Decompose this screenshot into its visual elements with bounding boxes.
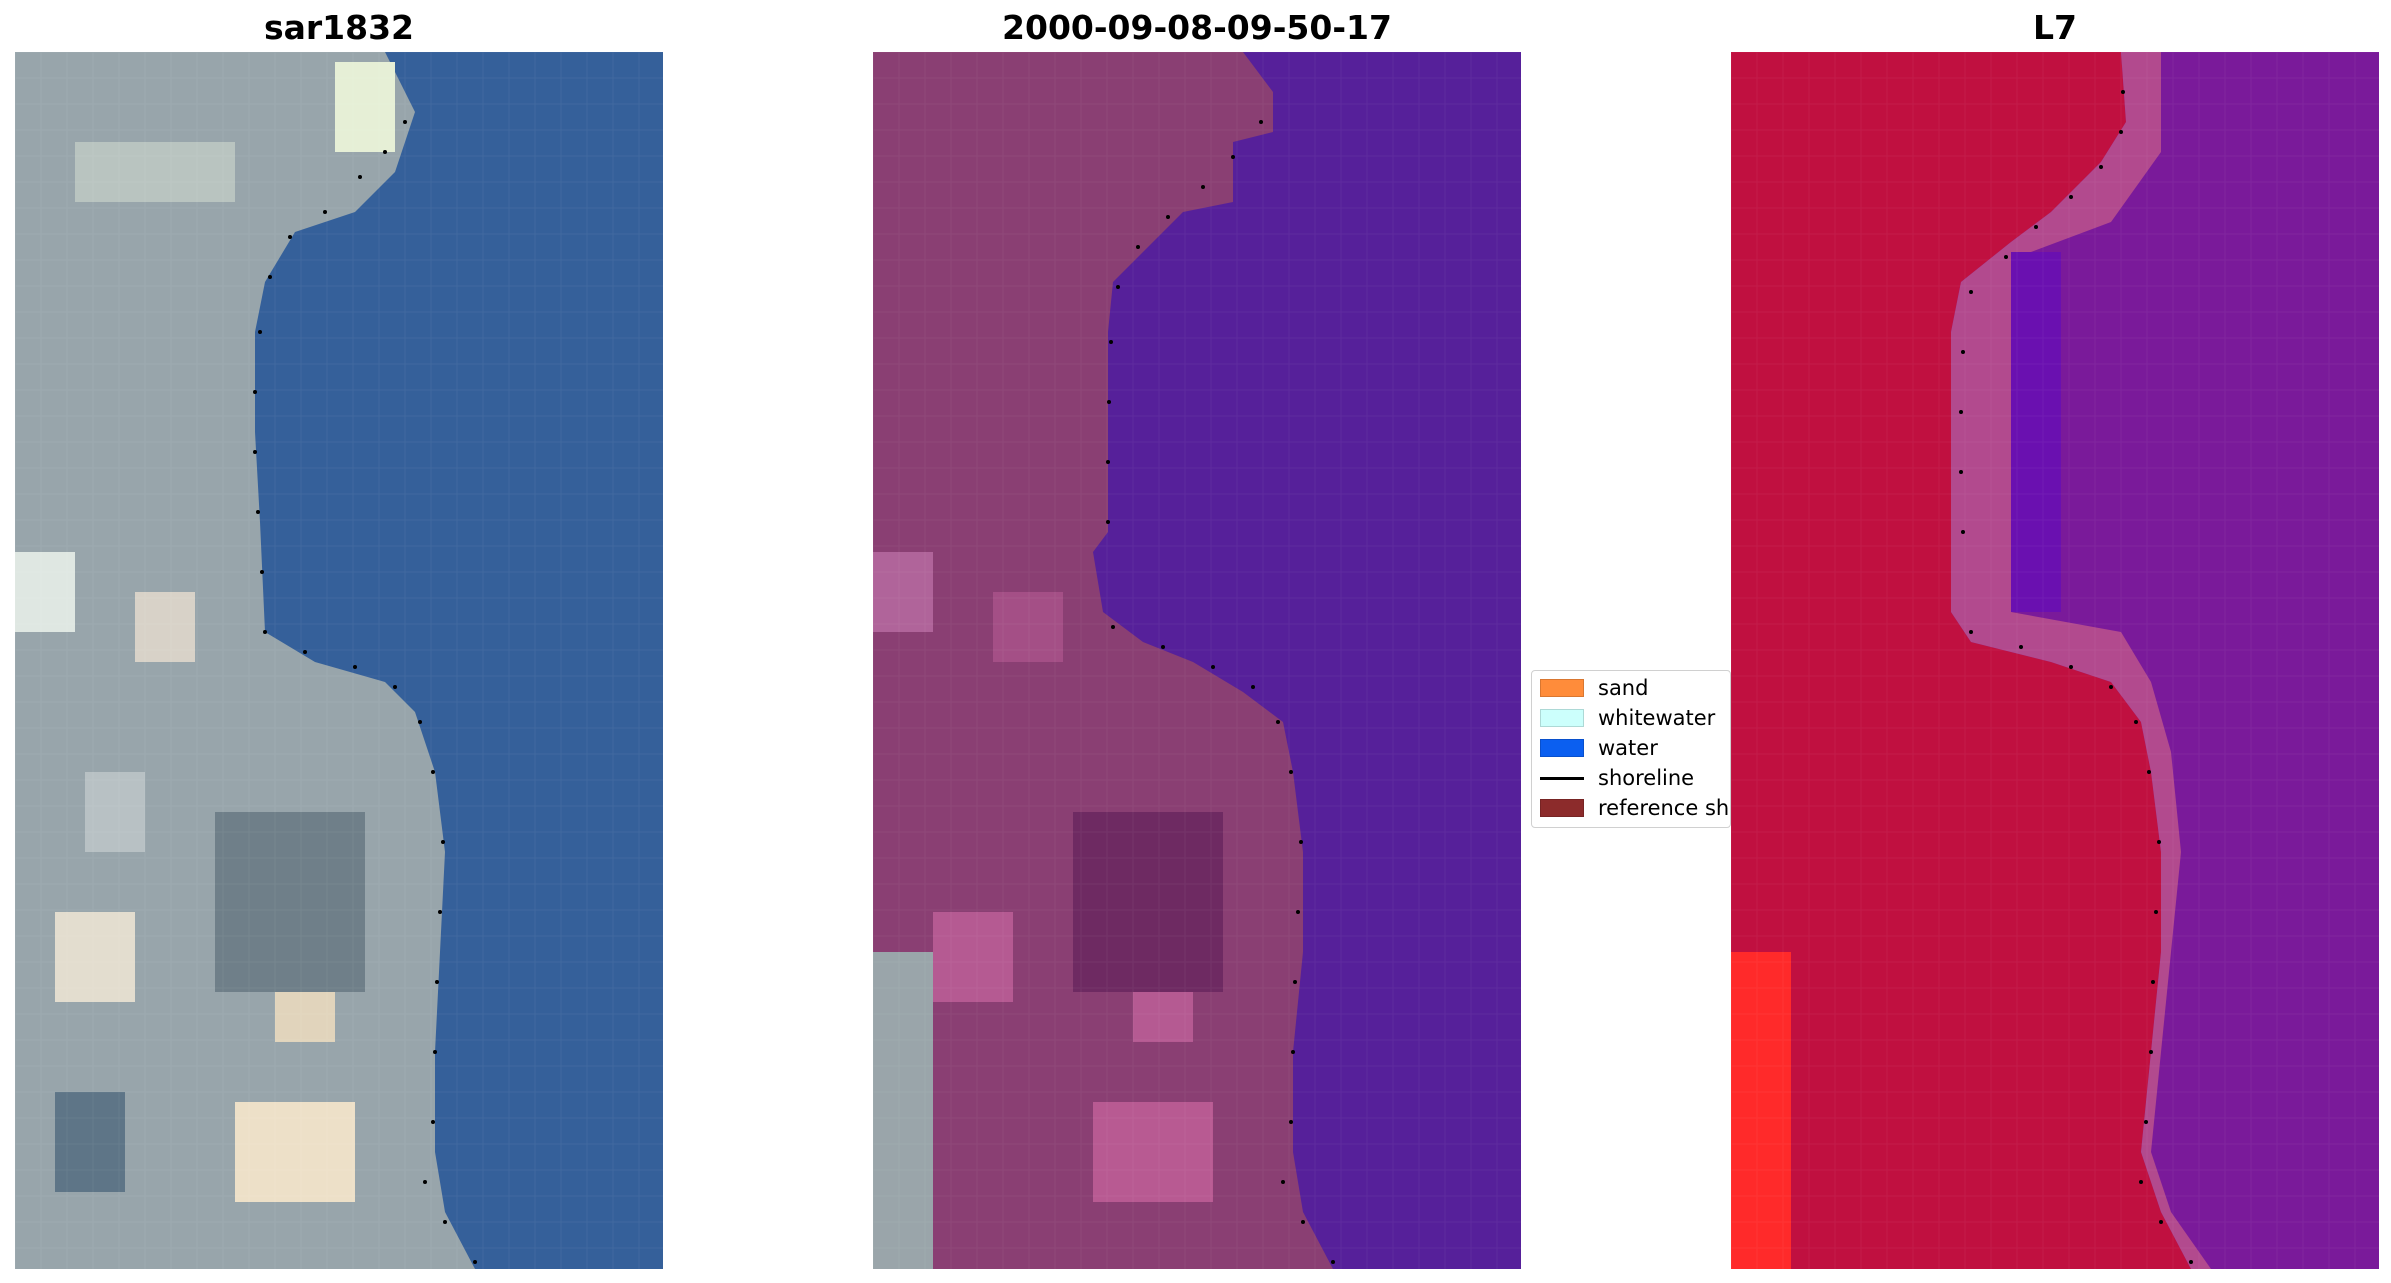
panel-title-1: sar1832 <box>263 8 415 47</box>
rgb-image <box>15 52 663 1269</box>
classified-image <box>873 52 1521 1269</box>
water-swatch <box>1540 739 1584 757</box>
classified-image-panel <box>873 52 1521 1269</box>
legend-item-reference-shoreline: reference shoreline <box>1532 793 1730 823</box>
legend-label: sand <box>1598 676 1649 700</box>
legend-item-sand: sand <box>1532 673 1648 703</box>
panel-title-3: L7 <box>2033 8 2077 47</box>
panel-title-2: 2000-09-08-09-50-17 <box>1002 8 1392 47</box>
index-image <box>1731 52 2379 1269</box>
legend-label: shoreline <box>1598 766 1695 790</box>
legend-label: water <box>1598 736 1658 760</box>
legend-label: whitewater <box>1598 706 1716 730</box>
legend-item-shoreline: shoreline <box>1532 763 1694 793</box>
rgb-image-panel <box>15 52 663 1269</box>
reference-shoreline-swatch <box>1540 799 1584 817</box>
shoreline-line <box>1540 776 1584 780</box>
index-image-panel <box>1731 52 2379 1269</box>
sand-swatch <box>1540 679 1584 697</box>
whitewater-swatch <box>1540 709 1584 727</box>
legend-item-whitewater: whitewater <box>1532 703 1715 733</box>
legend-label: reference shoreline <box>1598 796 1730 820</box>
legend-item-water: water <box>1532 733 1658 763</box>
legend: sand whitewater water shoreline referenc… <box>1531 670 1731 828</box>
